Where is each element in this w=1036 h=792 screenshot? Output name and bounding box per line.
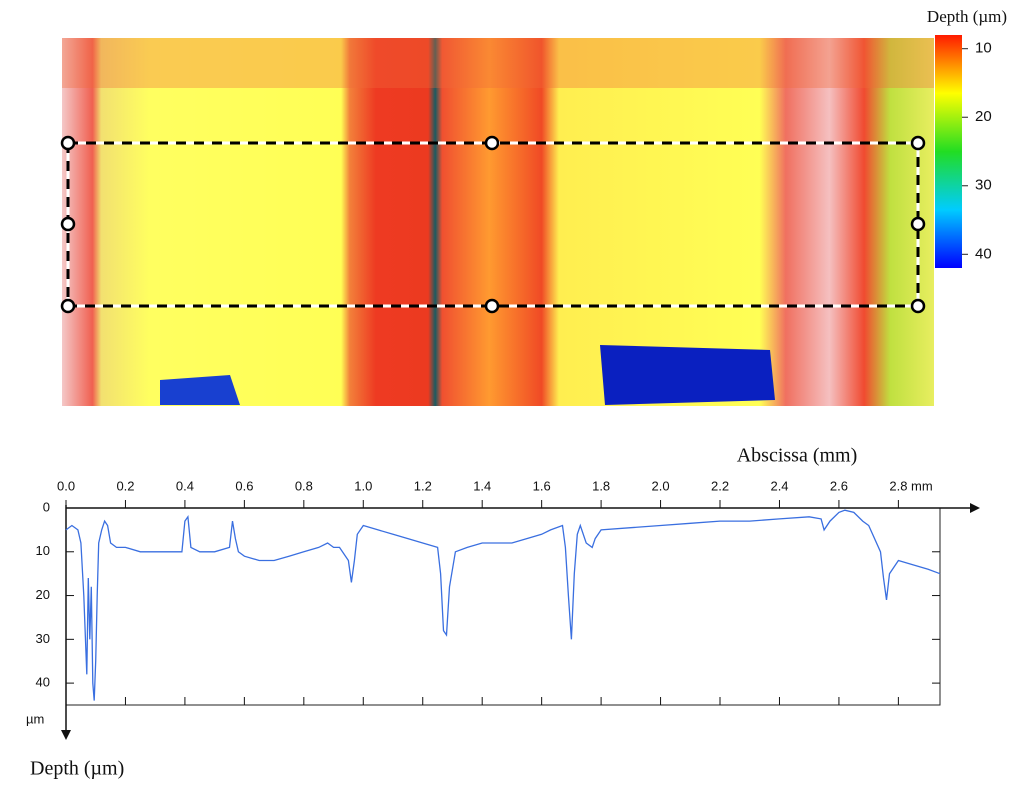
x-tick-label: 1.6: [533, 478, 551, 493]
y-tick-label: 20: [36, 587, 50, 602]
x-tick-label: 2.4: [770, 478, 788, 493]
colorbar-axis: 10 20 30 40: [962, 40, 992, 262]
colorbar-tick-label: 20: [975, 108, 992, 125]
depth-map: [62, 38, 934, 406]
x-tick-label: 0.2: [116, 478, 134, 493]
plot-frame: [65, 507, 941, 706]
y-axis-title: Depth (µm): [30, 758, 124, 780]
y-tick-label: 0: [43, 499, 50, 514]
x-tick-label: 2.2: [711, 478, 729, 493]
x-axis-title: Abscissa (mm): [737, 445, 858, 467]
map-blue-patch: [160, 375, 240, 405]
profile-chart: Abscissa (mm) Depth (µm) µm 0.0 0.2 0.4 0.6…: [26, 445, 980, 780]
y-tick-label: 40: [36, 675, 50, 690]
x-tick-label: 1.4: [473, 478, 491, 493]
colorbar-tick-label: 30: [975, 177, 992, 194]
map-texture: [62, 38, 934, 88]
x-tick-label: 1.8: [592, 478, 610, 493]
profile-line: [65, 509, 941, 701]
x-tick-label: 2.8 mm: [889, 478, 932, 493]
colorbar-title: Depth (µm): [927, 7, 1007, 26]
x-tick-label: 0.8: [295, 478, 313, 493]
selection-handles: [60, 135, 926, 314]
x-axis-arrow: [970, 503, 980, 513]
x-tick-label: 2.6: [830, 478, 848, 493]
colorbar-tick-label: 10: [975, 40, 992, 57]
x-tick-label: 0.6: [235, 478, 253, 493]
map-blue-patch: [600, 345, 775, 405]
colorbar-tick-label: 40: [975, 245, 992, 262]
y-unit: µm: [26, 711, 44, 726]
x-tick-label: 0.0: [57, 478, 75, 493]
y-tick-label: 30: [36, 631, 50, 646]
y-tick-label: 10: [36, 543, 50, 558]
x-tick-label: 1.0: [354, 478, 372, 493]
x-tick-label: 2.0: [652, 478, 670, 493]
x-tick-label: 1.2: [414, 478, 432, 493]
y-axis-arrow: [61, 730, 71, 740]
colorbar: [935, 35, 962, 268]
x-tick-label: 0.4: [176, 478, 194, 493]
